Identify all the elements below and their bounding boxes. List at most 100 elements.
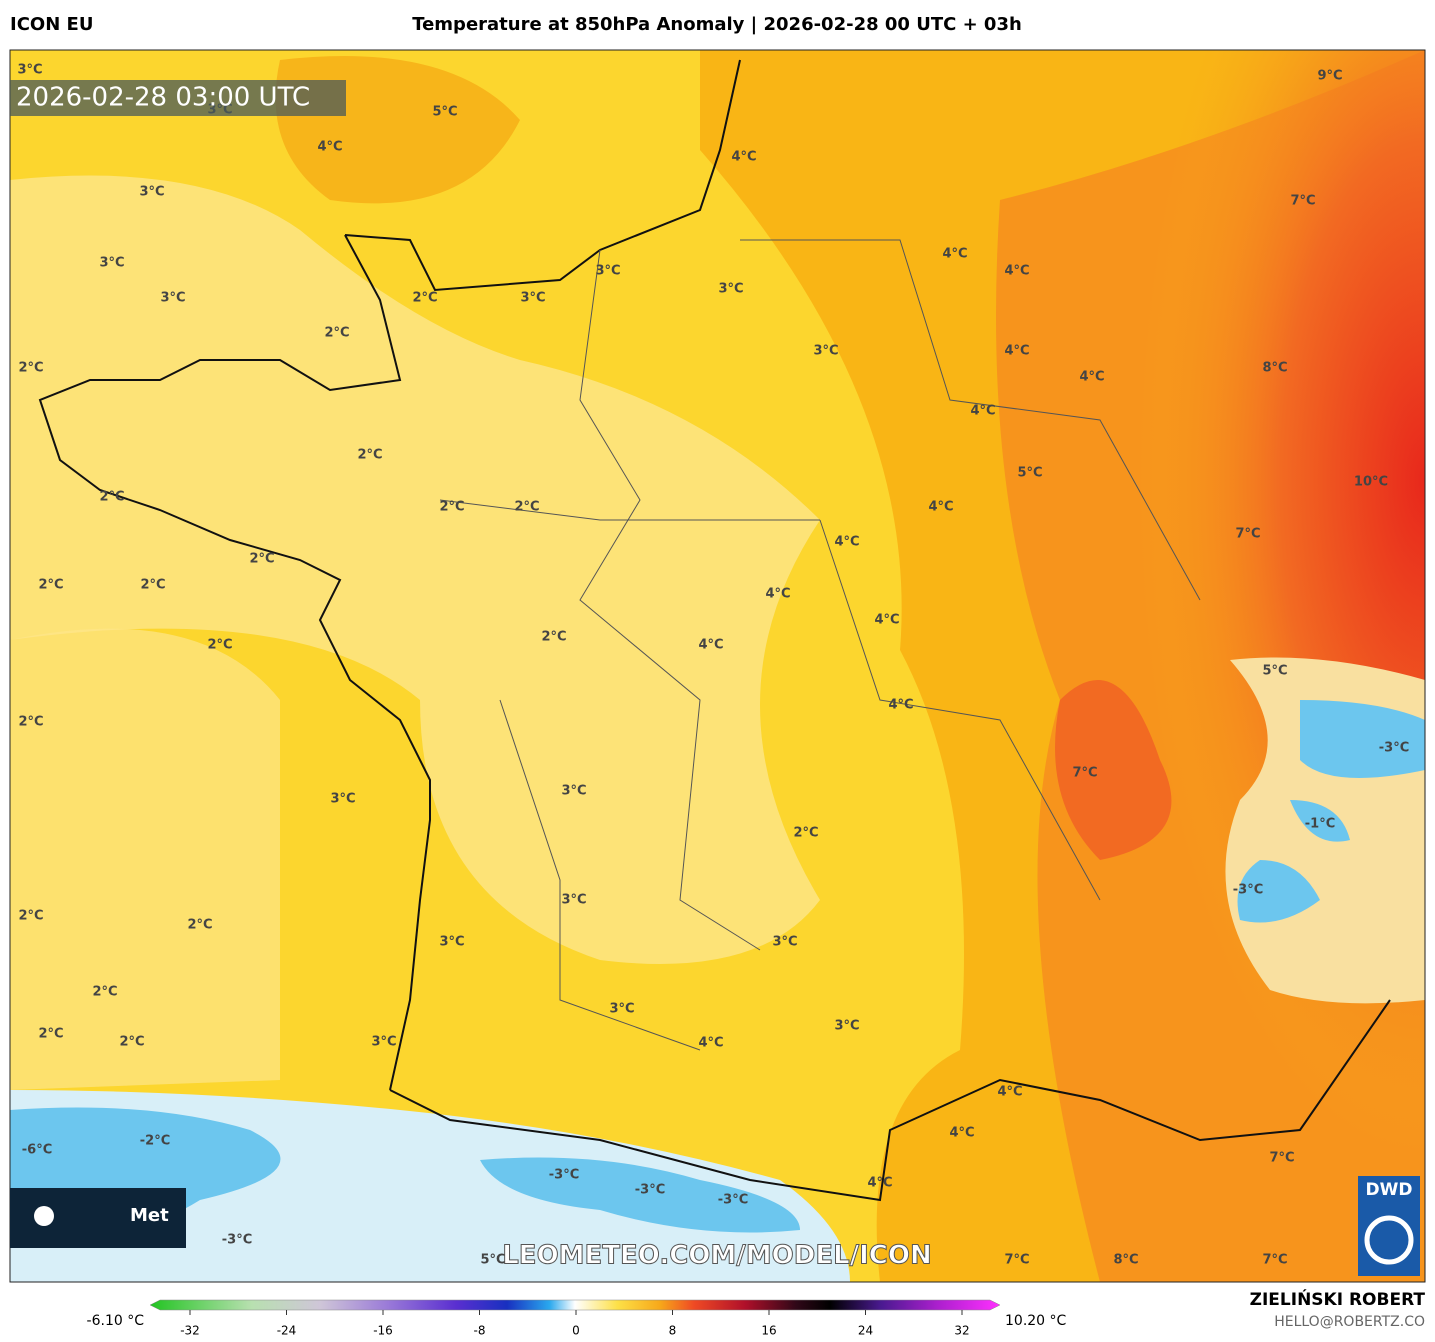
contour-label: -3°C bbox=[549, 1168, 579, 1183]
contour-label: 2°C bbox=[514, 500, 539, 515]
dwd-swirl bbox=[1364, 1215, 1414, 1265]
contour-label: -3°C bbox=[1233, 883, 1263, 898]
contour-label: 3°C bbox=[561, 784, 586, 799]
colorbar-tick-label: -32 bbox=[180, 1324, 200, 1338]
author: ZIELIŃSKI ROBERT bbox=[1250, 1288, 1426, 1310]
contour-label: 4°C bbox=[698, 1036, 723, 1051]
contour-label: -3°C bbox=[222, 1233, 252, 1248]
dwd-logo-text: DWD bbox=[1366, 1180, 1413, 1200]
colorbar bbox=[149, 1299, 1001, 1311]
contour-label: 2°C bbox=[207, 638, 232, 653]
contour-label: 4°C bbox=[970, 404, 995, 419]
contour-label: 2°C bbox=[38, 1027, 63, 1042]
contour-label: 2°C bbox=[99, 490, 124, 505]
contour-label: 4°C bbox=[867, 1176, 892, 1191]
watermark: LEOMETEO.COM/MODEL/ICON bbox=[502, 1241, 932, 1271]
colorbar-tick-label: 0 bbox=[572, 1324, 580, 1338]
contour-label: 9°C bbox=[1317, 69, 1342, 84]
colorbar-tick-label: 8 bbox=[669, 1324, 677, 1338]
map-title: Temperature at 850hPa Anomaly | 2026-02-… bbox=[412, 14, 1022, 35]
contour-label: 5°C bbox=[1017, 466, 1042, 481]
contour-label: -2°C bbox=[140, 1134, 170, 1149]
colorbar-tick-label: 32 bbox=[954, 1324, 969, 1338]
contour-label: 2°C bbox=[140, 578, 165, 593]
contour-label: 3°C bbox=[139, 185, 164, 200]
colorbar-tick-label: -16 bbox=[373, 1324, 393, 1338]
contour-label: 4°C bbox=[765, 587, 790, 602]
contour-label: 8°C bbox=[1262, 361, 1287, 376]
colorbar-tick-label: 16 bbox=[761, 1324, 776, 1338]
contour-label: 3°C bbox=[17, 63, 42, 78]
colorbar-min: -6.10 °C bbox=[87, 1313, 145, 1329]
contour-label: 3°C bbox=[609, 1002, 634, 1017]
contour-label: 4°C bbox=[949, 1126, 974, 1141]
contour-label: 2°C bbox=[187, 918, 212, 933]
colorbar-tick-label: -24 bbox=[277, 1324, 297, 1338]
contour-label: 3°C bbox=[520, 291, 545, 306]
contour-label: 5°C bbox=[480, 1253, 505, 1268]
contour-label: 2°C bbox=[412, 291, 437, 306]
contour-label: 4°C bbox=[834, 535, 859, 550]
meteo-logo-text: Met bbox=[130, 1205, 169, 1226]
contour-label: 2°C bbox=[357, 448, 382, 463]
contour-label: 2°C bbox=[18, 715, 43, 730]
contour-label: 7°C bbox=[1235, 527, 1260, 542]
contour-label: 7°C bbox=[1004, 1253, 1029, 1268]
contour-label: 10°C bbox=[1354, 475, 1388, 490]
email: HELLO@ROBERTZ.CO bbox=[1274, 1314, 1425, 1330]
contour-label: 3°C bbox=[330, 792, 355, 807]
contour-label: 3°C bbox=[561, 893, 586, 908]
contour-label: 4°C bbox=[317, 140, 342, 155]
sun-icon bbox=[34, 1206, 54, 1226]
contour-label: 7°C bbox=[1269, 1151, 1294, 1166]
timestamp: 2026-02-28 03:00 UTC bbox=[16, 83, 310, 113]
contour-label: 3°C bbox=[595, 264, 620, 279]
contour-label: 2°C bbox=[793, 826, 818, 841]
contour-label: 4°C bbox=[928, 500, 953, 515]
contour-label: 3°C bbox=[371, 1035, 396, 1050]
contour-label: 3°C bbox=[813, 344, 838, 359]
contour-label: 2°C bbox=[324, 326, 349, 341]
contour-label: 4°C bbox=[942, 247, 967, 262]
contour-label: 4°C bbox=[698, 638, 723, 653]
contour-label: -6°C bbox=[22, 1143, 52, 1158]
contour-label: 7°C bbox=[1072, 766, 1097, 781]
contour-label: 2°C bbox=[249, 552, 274, 567]
contour-label: 4°C bbox=[888, 698, 913, 713]
contour-label: 4°C bbox=[1079, 370, 1104, 385]
contour-label: 4°C bbox=[997, 1085, 1022, 1100]
contour-label: 3°C bbox=[99, 256, 124, 271]
contour-label: 3°C bbox=[834, 1019, 859, 1034]
contour-label: 2°C bbox=[18, 361, 43, 376]
contour-label: 2°C bbox=[119, 1035, 144, 1050]
dwd-logo bbox=[1358, 1176, 1420, 1276]
contour-label: 2°C bbox=[439, 500, 464, 515]
contour-label: -1°C bbox=[1305, 817, 1335, 832]
contour-label: 4°C bbox=[1004, 264, 1029, 279]
contour-label: 5°C bbox=[1262, 664, 1287, 679]
contour-label: 3°C bbox=[160, 291, 185, 306]
contour-label: 5°C bbox=[432, 105, 457, 120]
contour-label: 3°C bbox=[772, 935, 797, 950]
contour-label: -3°C bbox=[718, 1193, 748, 1208]
contour-label: 8°C bbox=[1113, 1253, 1138, 1268]
contour-label: 3°C bbox=[718, 282, 743, 297]
colorbar-tick-label: 24 bbox=[858, 1324, 873, 1338]
contour-label: 3°C bbox=[439, 935, 464, 950]
timestamp-box bbox=[10, 80, 346, 116]
contour-label: -3°C bbox=[635, 1183, 665, 1198]
contour-label: 2°C bbox=[38, 578, 63, 593]
contour-label: 4°C bbox=[731, 150, 756, 165]
contour-label: 2°C bbox=[18, 909, 43, 924]
contour-label: -3°C bbox=[1379, 741, 1409, 756]
contour-label: 2°C bbox=[92, 985, 117, 1000]
contour-label: 4°C bbox=[1004, 344, 1029, 359]
contour-label: 2°C bbox=[541, 630, 566, 645]
colorbar-tick-label: -8 bbox=[474, 1324, 486, 1338]
colorbar-max: 10.20 °C bbox=[1005, 1313, 1067, 1329]
contour-label: 4°C bbox=[874, 613, 899, 628]
contour-label: 7°C bbox=[1262, 1253, 1287, 1268]
map: 3°C 3°C 5°C 4°C 3°C 3°C 3°C 2°C 3°C 3°C 3°C 2°C 2°C 3… bbox=[10, 50, 1425, 1282]
contour-label: 7°C bbox=[1290, 194, 1315, 209]
